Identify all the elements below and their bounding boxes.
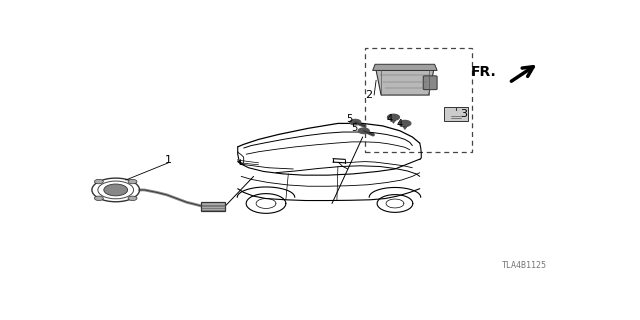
Polygon shape [391,120,396,124]
Polygon shape [376,70,434,95]
Bar [365,48,472,152]
Circle shape [358,128,369,133]
Circle shape [388,114,399,120]
Text: 2: 2 [365,90,372,100]
Text: TLA4B1125: TLA4B1125 [501,261,547,270]
Text: 4: 4 [396,119,403,129]
Circle shape [399,120,411,126]
Bar [200,202,225,212]
Text: FR.: FR. [471,65,497,79]
Polygon shape [372,64,437,70]
FancyBboxPatch shape [423,76,437,90]
Circle shape [104,184,127,196]
FancyBboxPatch shape [444,108,468,121]
Text: 5: 5 [351,123,358,133]
Polygon shape [403,126,408,130]
Text: 4: 4 [387,114,393,124]
Text: 5: 5 [346,114,353,124]
Circle shape [95,179,103,184]
Circle shape [95,196,103,201]
Text: 3: 3 [460,108,467,118]
Text: 1: 1 [164,156,172,165]
Circle shape [350,119,361,125]
Circle shape [128,179,137,184]
Circle shape [128,196,137,201]
